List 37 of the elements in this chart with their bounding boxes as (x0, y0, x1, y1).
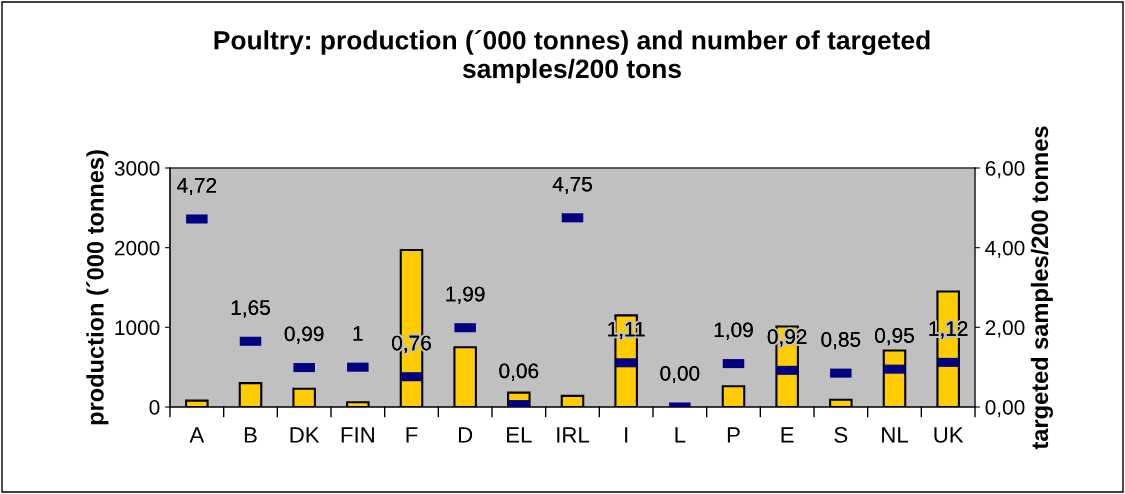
y-tick-label: 1000 (115, 320, 160, 336)
x-tick-label: F (406, 427, 418, 443)
x-tick-label: B (244, 427, 257, 443)
x-tick-label: A (189, 427, 205, 443)
data-label: 0,99 (284, 326, 324, 344)
x-tick-label: L (675, 427, 686, 443)
x-tick-label: EL (507, 427, 532, 443)
x-tick-label: S (834, 427, 848, 443)
x-tick-label: E (781, 427, 794, 443)
x-tick-label: D (458, 427, 473, 443)
x-tick-label: DK (290, 427, 320, 443)
y2-axis-title: targeted samples/200 tonnes (1030, 126, 1053, 450)
data-label: 1,99 (446, 286, 485, 304)
data-label: 1,65 (231, 300, 270, 318)
x-tick-label: NL (882, 427, 908, 443)
y2-tick-label: 0,00 (985, 400, 1025, 418)
data-label: 1,09 (714, 322, 753, 340)
data-label: 0,06 (499, 363, 539, 381)
y-tick-label: 2000 (114, 240, 160, 256)
y-tick-label: 0 (149, 400, 160, 415)
y2-tick-label: 2,00 (985, 320, 1025, 338)
x-tick-label: P (727, 427, 740, 443)
data-label: 0,85 (821, 332, 861, 350)
chart-title: Poultry: production (´000 tonnes) and number of targeted samples/200 tons (214, 30, 930, 84)
x-tick-label: IRL (557, 427, 590, 443)
data-label: 4,72 (177, 177, 217, 196)
data-label: 0,00 (660, 365, 700, 384)
x-tick-label: I (625, 427, 628, 443)
y2-tick-label: 4,00 (985, 240, 1025, 258)
x-tick-label: UK (934, 427, 964, 443)
x-tick-label: FIN (341, 427, 374, 443)
y-tick-label: 3000 (114, 161, 160, 176)
data-label: 4,75 (552, 176, 592, 194)
y2-tick-label: 6,00 (985, 161, 1025, 179)
y-axis-title: production (´000 tonnes) (86, 150, 109, 425)
data-label: 1 (353, 326, 363, 341)
data-label: 0,95 (875, 328, 914, 346)
